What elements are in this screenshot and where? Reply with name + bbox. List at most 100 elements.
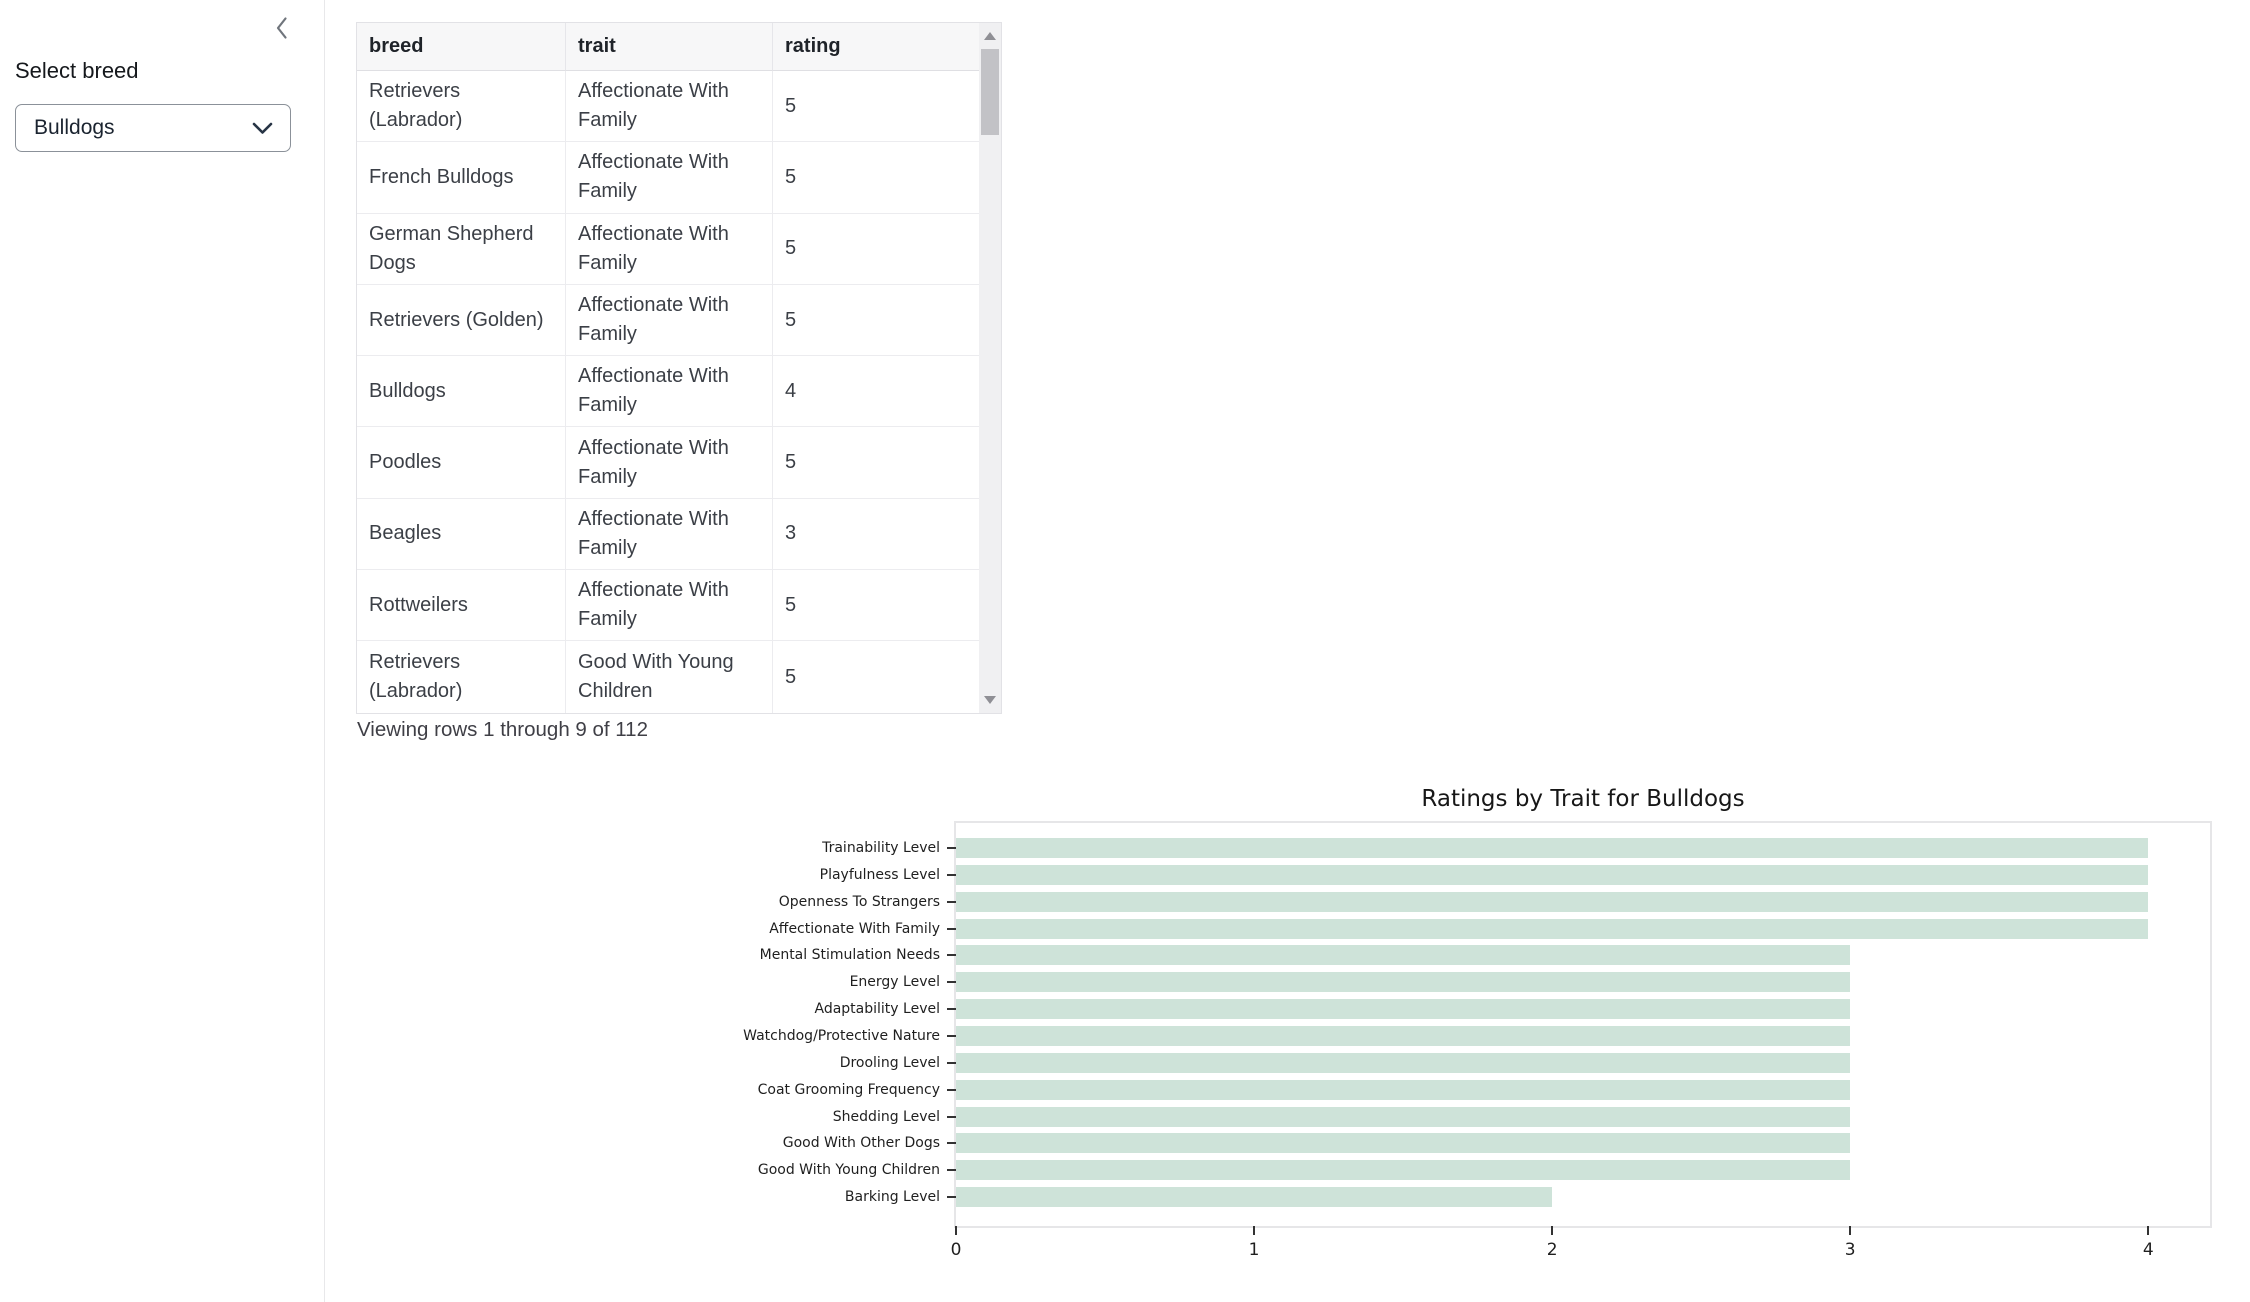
- column-header-rating[interactable]: rating: [773, 23, 979, 71]
- cell-trait: Affectionate With Family: [566, 142, 773, 214]
- x-tick-mark: [2147, 1226, 2150, 1235]
- cell-breed: Poodles: [357, 427, 566, 499]
- y-tick-mark: [947, 900, 956, 903]
- ratings-bar-chart: Ratings by Trait for Bulldogs Trainabili…: [743, 786, 2212, 1260]
- chart-bar: [956, 999, 1851, 1020]
- data-table: breed trait rating Retrievers (Labrador) Aff…: [357, 23, 979, 713]
- x-tick-mark: [1849, 1226, 1852, 1235]
- cell-trait: Affectionate With Family: [566, 427, 773, 499]
- y-axis-label: Barking Level: [844, 1189, 940, 1206]
- y-tick-mark: [947, 1196, 956, 1199]
- cell-breed: German Shepherd Dogs: [357, 213, 566, 285]
- cell-breed: Retrievers (Labrador): [357, 71, 566, 143]
- cell-breed: Retrievers (Golden): [357, 284, 566, 357]
- scroll-down-arrow-icon[interactable]: [984, 696, 996, 704]
- y-axis-label: Mental Stimulation Needs: [759, 947, 940, 964]
- cell-breed: Rottweilers: [357, 570, 566, 642]
- x-axis-tick-label: 4: [2142, 1240, 2154, 1260]
- y-tick-mark: [947, 954, 956, 957]
- x-tick-mark: [1253, 1226, 1256, 1235]
- chart-bar: [956, 945, 1851, 966]
- chart-bar: [956, 1025, 1851, 1046]
- cell-trait: Affectionate With Family: [566, 356, 773, 428]
- cell-trait: Affectionate With Family: [566, 570, 773, 642]
- x-axis-tick-label: 1: [1248, 1240, 1260, 1260]
- sidebar-collapse-button[interactable]: [264, 10, 300, 46]
- y-axis-label: Shedding Level: [832, 1108, 940, 1125]
- chart-bar: [956, 918, 2149, 939]
- y-tick-mark: [947, 1142, 956, 1145]
- cell-rating: 5: [773, 427, 979, 499]
- y-axis-label: Playfulness Level: [819, 866, 940, 883]
- cell-rating: 5: [773, 213, 979, 285]
- y-axis-label: Drooling Level: [839, 1054, 940, 1071]
- chart-bar: [956, 864, 2149, 885]
- cell-rating: 5: [773, 284, 979, 357]
- scroll-up-arrow-icon[interactable]: [984, 32, 996, 40]
- column-header-trait[interactable]: trait: [566, 23, 773, 71]
- chart-bar: [956, 838, 2149, 858]
- y-tick-mark: [947, 1008, 956, 1011]
- chevron-left-icon: [276, 17, 287, 39]
- table-scrollbar-thumb[interactable]: [981, 49, 999, 135]
- data-table-container: breed trait rating Retrievers (Labrador) Aff…: [356, 22, 1002, 714]
- cell-breed: French Bulldogs: [357, 142, 566, 214]
- y-tick-mark: [947, 1088, 956, 1091]
- chart-bar: [956, 1160, 1851, 1181]
- cell-rating: 5: [773, 570, 979, 642]
- chart-bar: [956, 1079, 1851, 1100]
- y-axis-label: Adaptability Level: [814, 1001, 941, 1018]
- y-axis-label: Trainability Level: [822, 840, 940, 856]
- y-tick-mark: [947, 1169, 956, 1172]
- cell-rating: 5: [773, 641, 979, 713]
- y-tick-mark: [947, 847, 956, 849]
- y-tick-mark: [947, 1061, 956, 1064]
- cell-trait: Affectionate With Family: [566, 284, 773, 357]
- x-axis-tick-label: 0: [950, 1240, 962, 1260]
- y-axis-label: Affectionate With Family: [769, 920, 940, 937]
- cell-rating: 4: [773, 356, 979, 428]
- y-axis-label: Good With Other Dogs: [782, 1135, 940, 1152]
- chart-bar: [956, 1106, 1851, 1127]
- breed-select[interactable]: Bulldogs: [15, 104, 291, 152]
- cell-breed: Beagles: [357, 498, 566, 571]
- cell-rating: 3: [773, 498, 979, 571]
- cell-rating: 5: [773, 142, 979, 214]
- x-tick-mark: [955, 1226, 957, 1235]
- table-scrollbar[interactable]: [979, 23, 1001, 713]
- x-axis-tick-label: 3: [1844, 1240, 1856, 1260]
- cell-rating: 5: [773, 71, 979, 143]
- y-tick-mark: [947, 927, 956, 930]
- chart-bar: [956, 1187, 1553, 1208]
- breed-select-value: Bulldogs: [34, 116, 115, 139]
- chart-bar: [956, 972, 1851, 993]
- y-axis-label: Energy Level: [849, 974, 940, 991]
- chart-bar: [956, 1133, 1851, 1154]
- chart-bar: [956, 891, 2149, 912]
- table-caption: Viewing rows 1 through 9 of 112: [357, 718, 648, 741]
- chart-plot-area: Trainability Level Playfulness Level Openn…: [743, 823, 2210, 1260]
- breed-select-label: Select breed: [15, 58, 139, 83]
- y-tick-mark: [947, 873, 956, 876]
- cell-trait: Affectionate With Family: [566, 71, 773, 143]
- sidebar: Select breed Bulldogs: [0, 0, 325, 1302]
- y-axis-label: Openness To Strangers: [778, 893, 940, 910]
- cell-breed: Bulldogs: [357, 356, 566, 428]
- y-tick-mark: [947, 1034, 956, 1037]
- cell-trait: Affectionate With Family: [566, 498, 773, 571]
- y-tick-mark: [947, 1115, 956, 1118]
- y-tick-mark: [947, 981, 956, 984]
- chart-bar: [956, 1052, 1851, 1073]
- x-axis-tick-label: 2: [1546, 1240, 1558, 1260]
- cell-trait: Good With Young Children: [566, 641, 773, 713]
- cell-trait: Affectionate With Family: [566, 213, 773, 285]
- y-axis-label: Good With Young Children: [757, 1162, 940, 1179]
- chart-title: Ratings by Trait for Bulldogs: [1421, 786, 1745, 812]
- y-axis-label: Coat Grooming Frequency: [757, 1081, 940, 1098]
- x-tick-mark: [1551, 1226, 1554, 1235]
- column-header-breed[interactable]: breed: [357, 23, 566, 71]
- chevron-down-icon: [252, 122, 273, 134]
- cell-breed: Retrievers (Labrador): [357, 641, 566, 713]
- y-axis-label: Watchdog/Protective Nature: [743, 1027, 940, 1044]
